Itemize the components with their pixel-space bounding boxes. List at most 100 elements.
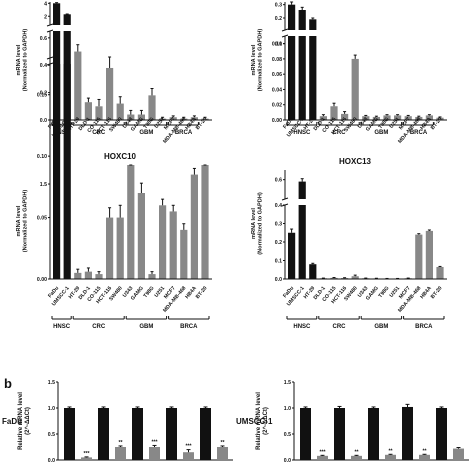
y-tick-label: 0.00 (272, 118, 282, 124)
bar (201, 118, 209, 120)
significance-mark: ** (422, 448, 427, 454)
significance-mark: ** (220, 440, 225, 446)
significance-mark: ** (118, 440, 123, 446)
y-tick-label: 1.5 (40, 182, 47, 188)
bar (127, 114, 135, 120)
significance-mark: *** (185, 444, 192, 450)
y-tick-label: 0.04 (272, 87, 282, 93)
bar (169, 117, 177, 120)
y-tick-label: 0.1 (275, 259, 282, 265)
row-label: UMSCC-1 (236, 417, 273, 426)
bar (319, 116, 327, 120)
bar (127, 165, 135, 279)
bar (148, 95, 156, 120)
bar (425, 230, 433, 279)
group-label: CRC (92, 324, 106, 330)
bar (95, 106, 103, 120)
bar (137, 193, 145, 279)
group-label: HNSC (293, 130, 311, 136)
axis-break-mark (46, 29, 54, 33)
y-tick-label: 0.2 (40, 91, 47, 97)
bar (190, 174, 198, 279)
y-tick-label: 0.00 (37, 277, 47, 283)
y-tick-label: 0.3 (275, 3, 282, 9)
bar (217, 447, 228, 460)
bar-lower (63, 64, 71, 279)
chart-title: HOXC13 (339, 157, 372, 166)
bar (148, 274, 156, 279)
bar (159, 118, 167, 120)
axis-break-mark (281, 28, 289, 32)
bar (436, 117, 444, 120)
bar (84, 102, 92, 120)
bar (149, 447, 160, 460)
y-tick-label: 0.1 (275, 42, 282, 48)
group-label: CRC (333, 130, 347, 136)
bar (415, 116, 423, 120)
bar (394, 115, 402, 120)
group-label: BRCA (180, 324, 198, 330)
significance-mark: ** (354, 449, 359, 455)
group-label: GBM (139, 130, 153, 136)
bar (63, 14, 71, 25)
bar (106, 217, 114, 279)
y-axis-label: mRNA level(Normalized to GAPDH) (251, 192, 264, 255)
bar (132, 408, 143, 460)
panel-label-b: b (4, 376, 12, 391)
bar (106, 67, 114, 120)
x-tick-label: BT-20 (430, 285, 444, 300)
bar (453, 448, 464, 460)
y-tick-label: 0.10 (37, 154, 47, 160)
y-axis-label: Relative mRNA level(2^-ΔΔCt) (18, 392, 31, 450)
bar (180, 118, 188, 120)
axis-break-mark (281, 34, 289, 38)
bar (201, 165, 209, 279)
y-tick-label: 0.4 (275, 203, 282, 209)
bar (436, 266, 444, 279)
bar (84, 271, 92, 279)
bar (81, 457, 92, 460)
bar (419, 454, 430, 460)
group-label: GBM (374, 130, 388, 136)
bar (74, 272, 82, 279)
bar-lower (298, 36, 306, 120)
y-tick-label: 0.0 (48, 458, 55, 464)
bar-lower (309, 36, 317, 120)
y-tick-label: 0.5 (284, 432, 291, 438)
bar (98, 408, 109, 460)
y-tick-label: 0.0 (40, 118, 47, 124)
y-tick-label: 0.0 (275, 277, 282, 283)
bar (288, 4, 296, 31)
group-label: BRCA (410, 130, 428, 136)
y-axis-label: mRNA level(Normalized to GAPDH) (16, 29, 29, 92)
y-tick-label: 0.4 (40, 63, 47, 69)
chart-2: HOXC10 mRNA level(Normalized to GAPDH) 0.0… (16, 56, 212, 330)
axis-break-mark (46, 62, 54, 66)
y-tick-label: 0.06 (272, 72, 282, 78)
y-tick-label: 1.5 (48, 380, 55, 386)
bar (309, 264, 317, 279)
group-label: HNSC (293, 324, 311, 330)
axis-break-mark (46, 23, 54, 27)
bar (309, 19, 317, 30)
bar (385, 454, 396, 460)
bar (137, 114, 145, 120)
y-axis-label: mRNA level(Normalized to GAPDH) (16, 190, 29, 253)
bar (159, 205, 167, 279)
bar (330, 106, 338, 120)
bar (317, 455, 328, 460)
group-label: HNSC (53, 324, 71, 330)
bar (116, 103, 124, 120)
chart-0: mRNA level(Normalized to GAPDH) 0.0 0.2 0.4… (16, 1, 212, 145)
significance-mark: ** (388, 448, 393, 454)
group-label: CRC (92, 130, 106, 136)
bar (166, 408, 177, 460)
significance-mark: *** (319, 449, 326, 455)
bar (298, 181, 306, 199)
x-tick-label: T98G (143, 285, 156, 299)
y-tick-label: 0.2 (275, 240, 282, 246)
bar (415, 234, 423, 279)
